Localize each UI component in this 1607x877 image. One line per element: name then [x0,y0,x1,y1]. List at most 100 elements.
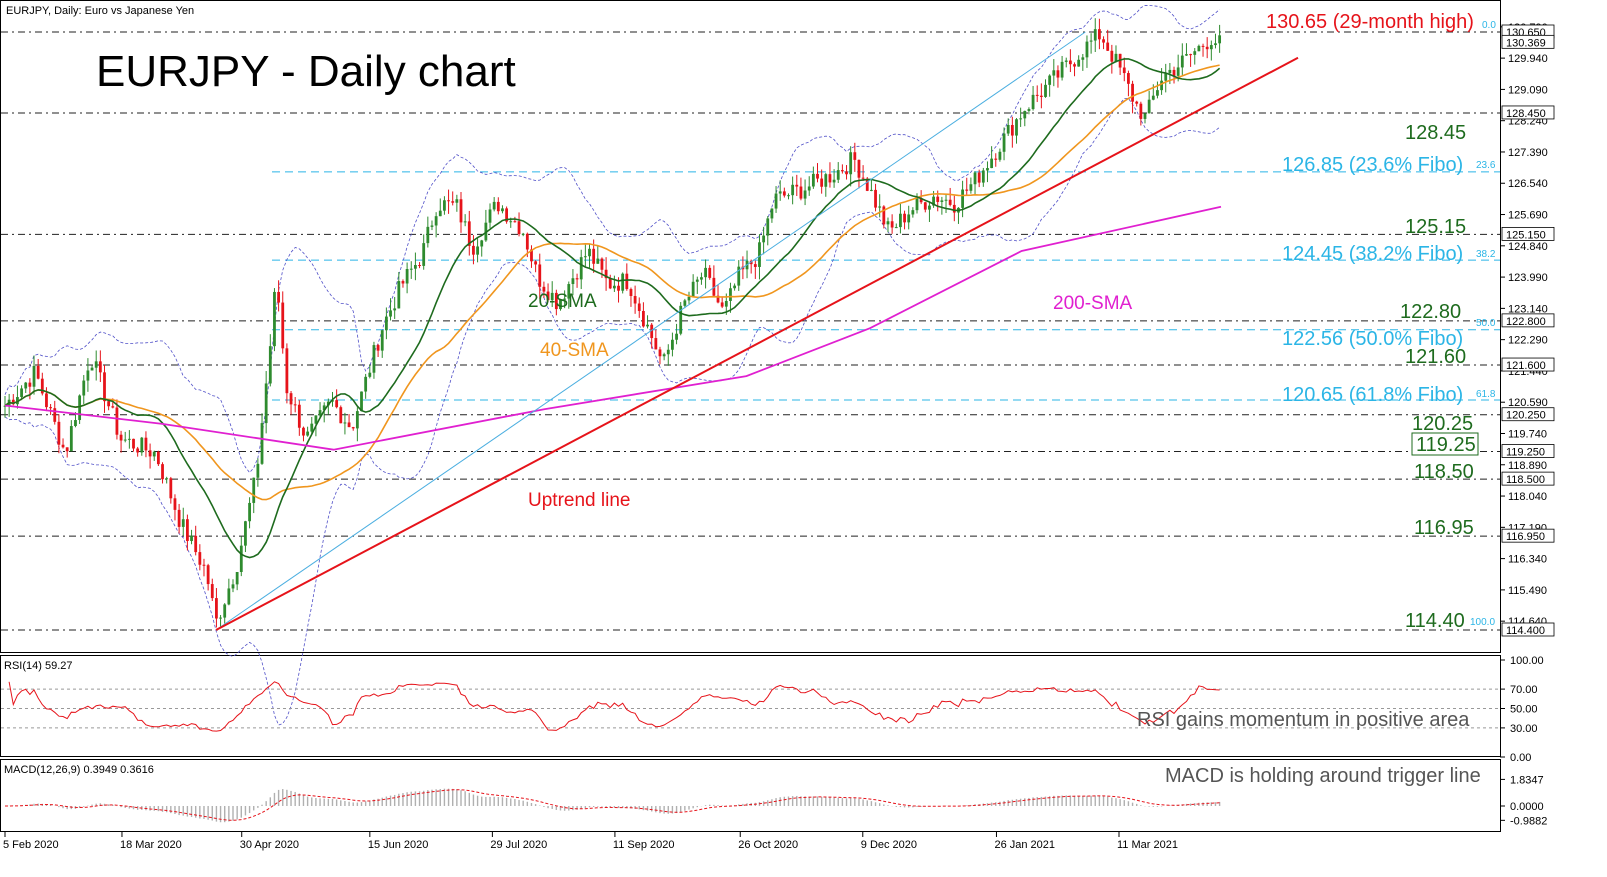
candle-body [198,552,202,565]
level-116-95: 116.95 [1414,517,1474,539]
candle-body [501,208,504,212]
candle-body [865,178,869,191]
price-tick-label: 123.140 [1508,303,1548,315]
candle-body [1164,73,1168,81]
candle-body [1102,39,1105,43]
fibo-pct-61-8: 61.8 [1476,389,1496,400]
candle-body [567,284,571,299]
candle-body [414,265,417,269]
candle-body [152,451,156,457]
candle-body [82,380,86,396]
candle-body [758,242,761,267]
candle-body [811,173,815,187]
candle-body [107,401,111,407]
price-marker-box [1501,528,1555,543]
candle-body [1039,95,1043,97]
price-tick-label: 122.290 [1508,335,1548,347]
candle-body [923,202,927,210]
fibo-channel-line [215,31,1086,631]
candle-body [559,299,562,310]
candle-body [181,519,185,527]
candle-body [57,421,61,445]
candle-body [932,196,935,206]
candle-body [1156,90,1159,96]
candle-body [820,178,824,187]
candle-body [642,310,645,327]
candle-body [629,289,633,297]
candle-body [16,397,19,405]
candle-body [239,545,243,572]
candle-body [936,196,940,202]
price-tick-label: 124.840 [1508,241,1548,253]
rsi-tick-label: 70.00 [1510,684,1538,696]
candle-body [795,184,799,187]
candle-body [1048,75,1052,85]
candle-body [762,235,766,243]
candle-body [770,208,774,219]
candle-body [612,285,616,289]
sma200-line [4,205,1222,451]
uptrend-label: Uptrend line [528,490,630,511]
symbol-info: EURJPY, Daily: Euro vs Japanese Yen [6,5,194,17]
candle-body [20,388,23,398]
candle-body [78,395,82,421]
candle-body [264,383,268,424]
price-tick-label: 118.890 [1508,460,1547,472]
candle-body [1031,94,1035,110]
time-tick-label: 29 Jul 2020 [490,839,547,851]
candle-body [990,158,994,169]
candle-body [604,269,608,279]
candle-body [322,405,326,411]
candle-body [98,361,102,373]
candle-body [534,261,538,265]
candle-body [600,258,604,270]
price-candles [3,18,1222,628]
price-tick-label: 116.340 [1508,554,1547,566]
candle-body [857,159,861,178]
candle-body [542,286,546,292]
candle-body [965,189,969,191]
candle-body [347,422,351,428]
candle-body [351,427,355,429]
level-121-60: 121.60 [1405,346,1466,368]
candle-body [753,264,757,267]
price-marker-label: 114.400 [1506,625,1545,637]
sma20-line [4,58,1221,559]
candle-body [459,199,463,223]
candle-body [675,333,678,340]
candle-body [766,218,770,236]
candle-body [853,152,857,160]
candle-body [525,233,529,250]
price-marker-label: 122.800 [1506,316,1546,328]
candle-body [186,519,189,542]
level-128-45: 128.45 [1405,122,1466,144]
candle-body [1023,110,1027,119]
candle-body [488,209,492,223]
candle-body [608,278,612,289]
fibo-pct-50-0: 50.0 [1476,318,1496,329]
candle-body [252,477,256,503]
candle-body [1044,84,1047,97]
candle-body [509,221,513,223]
candle-body [45,393,48,408]
candle-body [389,310,392,317]
candle-body [111,406,115,408]
candle-body [256,463,260,478]
candle-body [455,199,459,203]
candle-body [86,370,90,381]
candle-body [443,200,446,211]
candle-body [625,273,629,290]
candle-body [662,354,666,357]
sma40-line [4,64,1220,501]
candle-body [1151,95,1155,100]
candle-body [235,571,239,585]
candle-body [1060,61,1064,78]
candle-body [190,535,193,542]
candle-body [1193,51,1197,55]
candle-body [546,291,550,301]
candle-body [903,213,906,223]
candle-body [260,423,264,464]
candle-body [666,349,670,355]
sma20-label: 20-SMA [528,291,597,312]
